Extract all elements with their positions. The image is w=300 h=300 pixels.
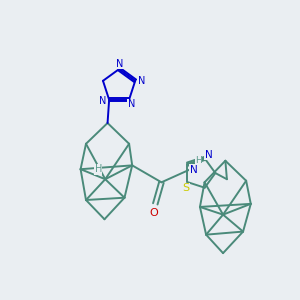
Text: H: H — [94, 164, 102, 174]
Text: N: N — [190, 165, 198, 175]
Text: H: H — [195, 156, 202, 165]
Text: N: N — [99, 96, 107, 106]
Text: O: O — [149, 208, 158, 218]
Text: N: N — [116, 59, 124, 69]
Text: N: N — [205, 150, 212, 160]
Text: S: S — [182, 183, 190, 193]
Text: N: N — [128, 99, 135, 110]
Text: N: N — [138, 76, 145, 86]
